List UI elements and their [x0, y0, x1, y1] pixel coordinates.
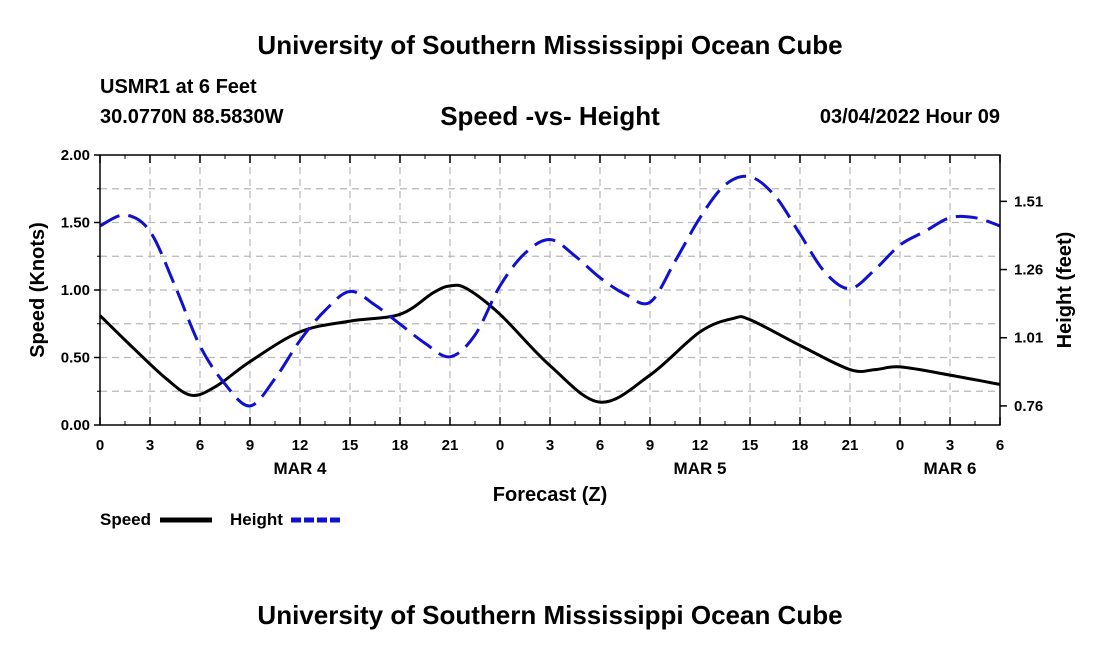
y2-tick-label: 1.51 — [1014, 193, 1043, 210]
x-tick-label: 0 — [96, 437, 104, 454]
grid-lines — [100, 155, 1000, 425]
legend-height-label: Height — [230, 510, 283, 529]
y-tick-label: 0.50 — [61, 350, 90, 367]
x-tick-label: 3 — [546, 437, 554, 454]
x-tick-label: 0 — [896, 437, 904, 454]
footer-title: University of Southern Mississippi Ocean… — [257, 600, 843, 630]
x-tick-label: 15 — [742, 437, 759, 454]
page-title: University of Southern Mississippi Ocean… — [257, 30, 843, 60]
y-axis-label: Speed (Knots) — [27, 222, 49, 358]
chart-subtitle: Speed -vs- Height — [440, 101, 660, 131]
x-tick-label: 9 — [646, 437, 654, 454]
y2-axis-label: Height (feet) — [1054, 232, 1076, 349]
y-tick-label: 1.00 — [61, 282, 90, 299]
legend-speed-label: Speed — [100, 510, 152, 529]
x-tick-label: 6 — [596, 437, 604, 454]
series-lines — [98, 174, 1001, 408]
x-tick-label: 9 — [246, 437, 254, 454]
x-tick-label: 6 — [196, 437, 204, 454]
y-tick-label: 1.50 — [61, 215, 90, 232]
y2-tick-label: 0.76 — [1014, 398, 1043, 415]
station-label: USMR1 at 6 Feet — [100, 76, 257, 98]
x-tick-label: 12 — [292, 437, 309, 454]
height-series-line — [99, 174, 1001, 408]
coordinates-label: 30.0770N 88.5830W — [100, 106, 284, 128]
y-tick-label: 2.00 — [61, 147, 90, 164]
x-tick-label: 3 — [946, 437, 954, 454]
x-tick-label: 18 — [392, 437, 409, 454]
y2-tick-label: 1.01 — [1014, 330, 1043, 347]
x-tick-label: 21 — [842, 437, 859, 454]
x-tick-label: 6 — [996, 437, 1004, 454]
date-label: MAR 5 — [674, 459, 727, 478]
forecast-datetime: 03/04/2022 Hour 09 — [819, 106, 1000, 128]
speed-series-line — [98, 283, 1001, 404]
x-tick-label: 12 — [692, 437, 709, 454]
date-label: MAR 4 — [274, 459, 327, 478]
x-tick-label: 15 — [342, 437, 359, 454]
date-label: MAR 6 — [924, 459, 977, 478]
axes: 0 3 6 9 12 15 18 21 0 3 6 9 12 15 18 21 0 3 6 MAR 4 MAR 5 MAR… — [61, 147, 1043, 478]
x-axis-label: Forecast (Z) — [493, 484, 607, 506]
y2-tick-label: 1.26 — [1014, 262, 1043, 279]
x-tick-label: 0 — [496, 437, 504, 454]
x-tick-label: 18 — [792, 437, 809, 454]
x-tick-label: 3 — [146, 437, 154, 454]
y-tick-label: 0.00 — [61, 417, 90, 434]
x-tick-label: 21 — [442, 437, 459, 454]
